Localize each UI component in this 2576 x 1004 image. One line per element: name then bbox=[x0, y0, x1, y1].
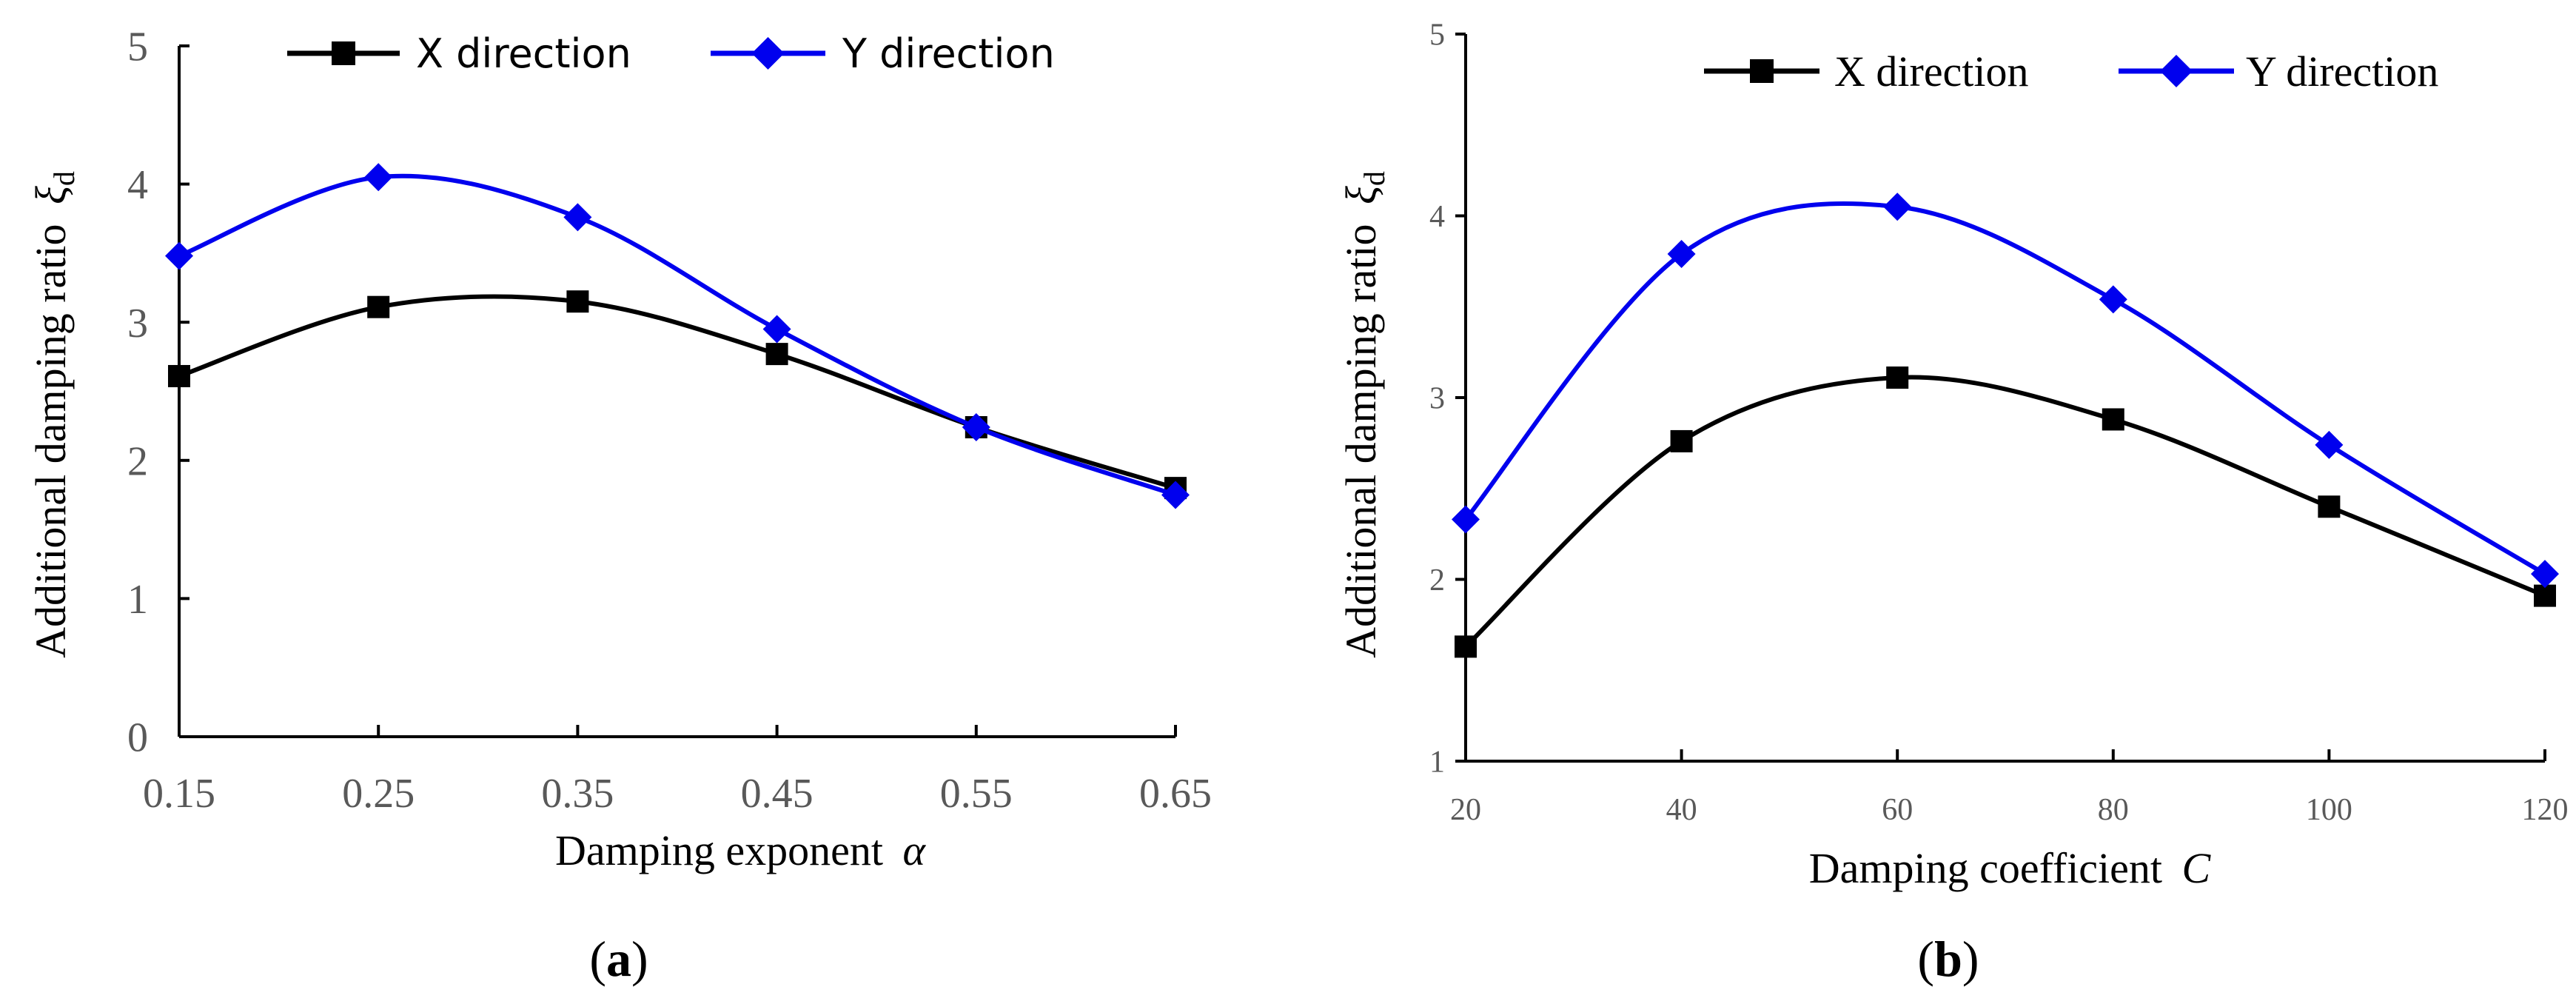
series-line-y-direction-a bbox=[178, 173, 1176, 498]
y-tick-label-a: 2 bbox=[127, 438, 148, 484]
y-axis-label-b: Additional damping ratio ξd bbox=[1337, 171, 1391, 658]
x-axis-title-b: Damping coefficient bbox=[1809, 844, 2162, 892]
y-axis-title-b: Additional damping ratio bbox=[1337, 224, 1385, 658]
data-point-y-direction-a bbox=[762, 315, 791, 344]
data-point-y-direction-b bbox=[2531, 560, 2559, 589]
legend-marker-y-a bbox=[751, 37, 785, 70]
y-tick-label-a: 1 bbox=[127, 577, 148, 623]
data-point-x-direction-a bbox=[367, 295, 390, 318]
y-tick-label-a: 3 bbox=[127, 301, 148, 347]
x-tick-label-a: 0.35 bbox=[541, 771, 614, 817]
data-point-y-direction-a bbox=[165, 241, 193, 270]
legend-b: X direction Y direction bbox=[1704, 47, 2438, 96]
x-tick-label-a: 0.65 bbox=[1139, 771, 1212, 817]
x-tick-label-a: 0.25 bbox=[342, 771, 415, 817]
y-tick-label-b: 5 bbox=[1429, 19, 1445, 53]
panel-letter-b: b bbox=[1934, 931, 1962, 987]
x-tick-label-a: 0.55 bbox=[940, 771, 1013, 817]
panel-letter-a: a bbox=[606, 931, 631, 987]
data-point-x-direction-a bbox=[168, 364, 190, 387]
x-tick-label-b: 80 bbox=[2098, 793, 2129, 827]
y-tick-label-a: 0 bbox=[127, 715, 148, 761]
chart-panel-b: 1 2 3 4 5 20 40 60 80 100 120 Additional damping r… bbox=[1337, 19, 2569, 987]
panel-label-a: (a) bbox=[589, 931, 648, 987]
legend-label-x-b: X direction bbox=[1834, 47, 2029, 96]
svg-text:Additional damping ratio: Additional damping ratio ξd bbox=[27, 171, 81, 658]
legend-marker-x-b bbox=[1750, 59, 1774, 83]
data-point-x-direction-b bbox=[1670, 429, 1693, 452]
svg-text:Additional damping ratio: Additional damping ratio ξd bbox=[1337, 171, 1391, 658]
x-tick-label-a: 0.15 bbox=[143, 771, 215, 817]
data-point-y-direction-b bbox=[2099, 285, 2127, 314]
y-tick-label-b: 2 bbox=[1429, 563, 1445, 598]
data-point-x-direction-a bbox=[566, 290, 589, 313]
data-point-y-direction-b bbox=[1667, 240, 1696, 269]
series-line-y-direction-b bbox=[1463, 201, 2546, 576]
x-axis-symbol-b: C bbox=[2182, 844, 2212, 892]
legend-label-x-a: X direction bbox=[416, 30, 631, 77]
y-axis-symbol-a: ξ bbox=[27, 186, 75, 204]
legend-label-y-b: Y direction bbox=[2246, 47, 2438, 96]
chart-panel-a: 0 1 2 3 4 5 0.15 0.25 0.35 0.45 0.55 0.65 Additiona… bbox=[27, 24, 1212, 987]
data-point-y-direction-b bbox=[1452, 505, 1480, 534]
legend-marker-y-b bbox=[2160, 55, 2193, 87]
data-point-y-direction-b bbox=[2315, 430, 2344, 459]
y-axis-symbol-b: ξ bbox=[1337, 186, 1385, 204]
legend-marker-x-a bbox=[332, 41, 355, 65]
y-axis-subscript-a: d bbox=[47, 171, 81, 186]
x-axis-title-a: Damping exponent bbox=[555, 826, 883, 874]
x-tick-label-b: 20 bbox=[1450, 793, 1481, 827]
panel-label-b: (b) bbox=[1917, 931, 1979, 987]
plot-area-b: 1 2 3 4 5 20 40 60 80 100 120 bbox=[1429, 19, 2569, 827]
data-point-x-direction-b bbox=[1886, 366, 1909, 389]
data-point-x-direction-a bbox=[765, 343, 788, 366]
x-axis-symbol-a: α bbox=[903, 826, 927, 874]
x-tick-label-a: 0.45 bbox=[741, 771, 814, 817]
y-tick-label-a: 5 bbox=[127, 24, 148, 70]
data-point-x-direction-b bbox=[1455, 635, 1477, 658]
series-line-x-direction-a bbox=[178, 294, 1176, 490]
data-point-x-direction-b bbox=[2102, 408, 2124, 431]
x-tick-label-b: 120 bbox=[2522, 793, 2569, 827]
x-tick-label-b: 40 bbox=[1666, 793, 1697, 827]
data-point-x-direction-b bbox=[2318, 495, 2341, 518]
y-tick-label-b: 3 bbox=[1429, 382, 1445, 416]
x-tick-label-b: 60 bbox=[1882, 793, 1913, 827]
y-tick-label-b: 1 bbox=[1429, 746, 1445, 780]
data-point-y-direction-a bbox=[1161, 481, 1190, 509]
x-tick-label-b: 100 bbox=[2306, 793, 2352, 827]
y-axis-subscript-b: d bbox=[1358, 171, 1391, 186]
legend-a: X direction Y direction bbox=[287, 30, 1055, 77]
y-axis-label-a: Additional damping ratio ξd bbox=[27, 171, 81, 658]
x-axis-label-a: Damping exponent α bbox=[555, 826, 926, 874]
data-point-y-direction-b bbox=[1883, 193, 1912, 221]
x-axis-label-b: Damping coefficient C bbox=[1809, 844, 2212, 892]
y-axis-title-a: Additional damping ratio bbox=[27, 224, 75, 658]
data-point-y-direction-a bbox=[563, 203, 592, 232]
legend-label-y-a: Y direction bbox=[842, 30, 1055, 77]
data-point-y-direction-a bbox=[364, 163, 393, 192]
y-tick-label-b: 4 bbox=[1429, 200, 1445, 234]
data-point-x-direction-b bbox=[2534, 584, 2556, 607]
data-point-y-direction-a bbox=[962, 413, 990, 442]
y-tick-label-a: 4 bbox=[127, 162, 148, 208]
series-line-x-direction-b bbox=[1463, 375, 2546, 649]
plot-area-a: 0 1 2 3 4 5 0.15 0.25 0.35 0.45 0.55 0.65 bbox=[127, 24, 1212, 817]
